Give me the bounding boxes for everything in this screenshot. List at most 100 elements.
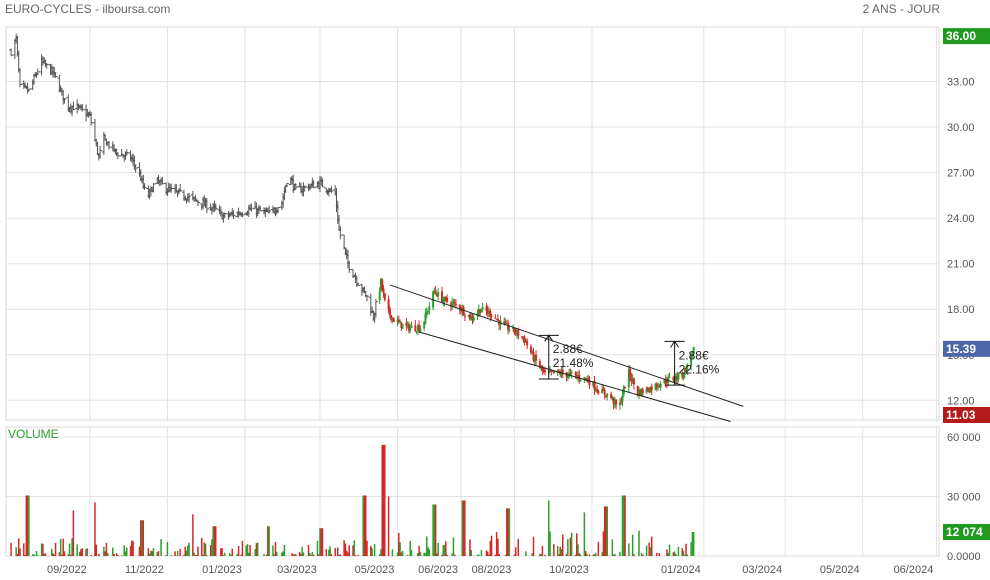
ohlc-bar (204, 198, 209, 213)
ohlc-bar (691, 351, 694, 359)
volume-bar (569, 537, 572, 556)
ohlc-bar (52, 66, 57, 78)
volume-bar (418, 545, 420, 556)
volume-bar (256, 542, 259, 556)
volume-bar (423, 552, 425, 556)
volume-bar (677, 546, 680, 556)
ohlc-body (489, 310, 492, 317)
volume-bar (593, 554, 596, 556)
volume-bar (570, 532, 573, 556)
volume-bar (179, 548, 181, 556)
ohlc-body (517, 329, 520, 336)
volume-bar (381, 444, 384, 556)
ohlc-body (620, 401, 623, 403)
volume-bar (301, 546, 303, 556)
ohlc-body (686, 364, 689, 372)
ohlc-bar (399, 318, 402, 323)
volume-bar (673, 551, 676, 556)
ohlc-bar (512, 324, 515, 332)
volume-bar (26, 495, 29, 556)
ohlc-bar (672, 375, 675, 383)
ohlc-bar (178, 183, 183, 193)
badge-bg (943, 406, 990, 423)
price-badges: 36.00 15.39 11.03 (943, 28, 990, 423)
volume-bar (105, 542, 108, 556)
volume-bar (183, 554, 185, 556)
volume-bar (556, 545, 559, 556)
ohlc-bar (267, 205, 272, 214)
volume-bar (642, 554, 644, 556)
ohlc-bar (624, 386, 627, 389)
ohlc-bar (621, 390, 624, 407)
volume-bar (353, 540, 356, 556)
volume-bar (203, 542, 206, 556)
volume-bar (10, 542, 12, 556)
volume-bar (58, 552, 61, 556)
ohlc-bar (397, 315, 400, 325)
y-tick-label: 24.00 (947, 213, 975, 225)
volume-bar (400, 552, 403, 556)
ohlc-bar (681, 370, 684, 380)
ohlc-bar (683, 368, 686, 379)
ohlc-body (690, 356, 693, 366)
ohlc-body (602, 388, 605, 391)
volume-bar (574, 554, 577, 556)
ohlc-body (585, 378, 588, 381)
volume-bar (409, 540, 411, 556)
volume-bar (272, 545, 274, 556)
volume-bar (586, 553, 588, 556)
ohlc-body (423, 321, 426, 329)
volume-bar (298, 551, 301, 556)
volume-bar (544, 554, 546, 556)
volume-panel: VOLUME 60 000 30 000 0.0000 12 074 (5, 426, 990, 563)
volume-bar (320, 528, 322, 556)
ohlc-body (453, 302, 456, 304)
ohlc-body (378, 290, 381, 301)
volume-bar (62, 538, 64, 556)
volume-bar (495, 532, 498, 556)
volume-bar (25, 495, 28, 556)
y-tick-label: 18.00 (947, 304, 975, 316)
ohlc-body (444, 296, 447, 299)
volume-bar (255, 543, 258, 556)
ohlc-body (414, 325, 417, 331)
volume-bar (338, 555, 340, 556)
volume-bar (396, 552, 399, 556)
volume-bar (548, 500, 550, 556)
ohlc-body (658, 385, 661, 387)
x-tick-label: 06/2023 (418, 564, 458, 576)
volume-bar (138, 546, 141, 556)
ohlc-bar (249, 203, 254, 212)
y-tick-label: 12.00 (947, 395, 975, 407)
volume-bar (94, 502, 96, 556)
volume-bar (113, 553, 115, 556)
ohlc-bar (124, 149, 129, 156)
volume-bar (31, 554, 34, 556)
volume-bar (59, 538, 62, 556)
ohlc-bar (151, 183, 156, 192)
ohlc-body (604, 395, 607, 397)
badge-text: 12 074 (946, 525, 983, 539)
y-tick-label: 21.00 (947, 259, 975, 271)
annotation-percent: 22.16% (679, 362, 720, 376)
volume-bar (33, 554, 35, 556)
ohlc-bar (486, 305, 489, 318)
ohlc-body (427, 311, 430, 313)
volume-bar (478, 554, 480, 556)
volume-bar (559, 546, 561, 556)
volume-bar (245, 545, 247, 556)
ohlc-body (601, 389, 604, 394)
badge-bg (943, 340, 990, 357)
ohlc-body (640, 388, 643, 396)
volume-bar (194, 555, 197, 556)
volume-bar (337, 547, 339, 556)
ohlc-body (425, 312, 428, 315)
ohlc-bar (570, 369, 573, 379)
chart-title: EURO-CYCLES - ilboursa.com (5, 2, 170, 16)
volume-bar (61, 554, 63, 556)
ohlc-body (382, 288, 385, 294)
ohlc-bar (542, 368, 545, 374)
ohlc-body (677, 373, 680, 380)
ohlc-bar (620, 397, 623, 405)
